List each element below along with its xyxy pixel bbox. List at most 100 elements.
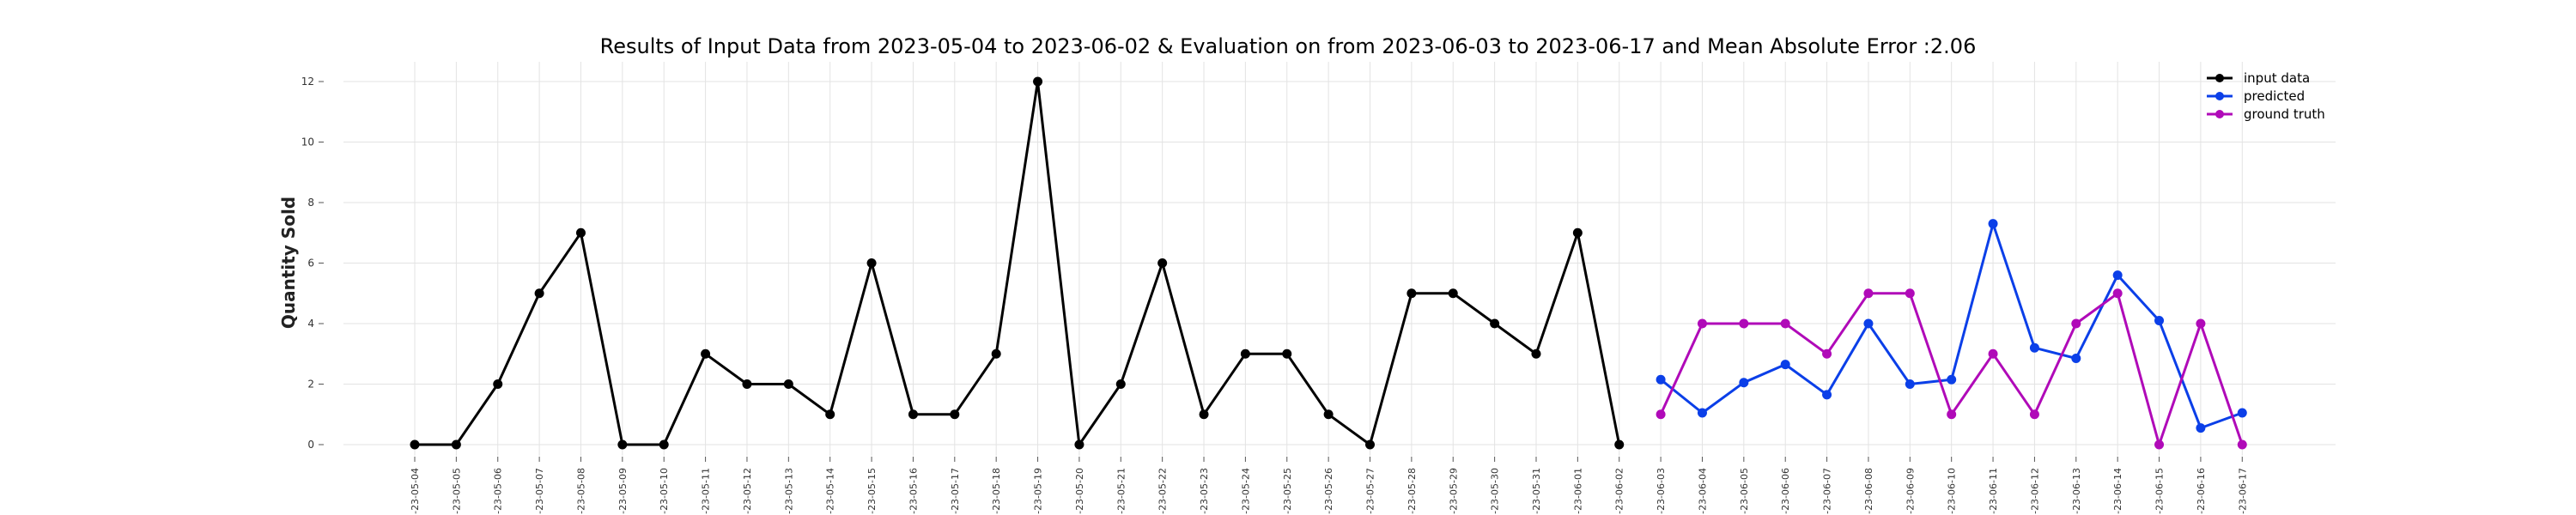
data-point-input-data bbox=[1406, 288, 1417, 299]
data-point-ground-truth bbox=[1780, 318, 1790, 329]
data-point-predicted bbox=[1697, 408, 1707, 418]
x-tick-label: -23-06-14 bbox=[2112, 468, 2123, 514]
data-point-input-data bbox=[1365, 439, 1376, 450]
x-tick-label: -23-05-28 bbox=[1406, 468, 1418, 514]
data-point-input-data bbox=[1323, 409, 1334, 420]
legend: input data predicted ground truth bbox=[2207, 70, 2325, 122]
x-tick-label: -23-06-02 bbox=[1614, 468, 1625, 514]
data-point-predicted bbox=[2237, 408, 2247, 418]
x-tick-label: -23-06-01 bbox=[1572, 468, 1583, 514]
data-point-input-data bbox=[1157, 258, 1168, 268]
y-tick-label: 8 bbox=[307, 197, 314, 209]
data-point-input-data bbox=[701, 348, 711, 359]
data-point-predicted bbox=[1905, 379, 1915, 389]
data-point-input-data bbox=[1074, 439, 1084, 450]
data-point-predicted bbox=[1656, 374, 1666, 385]
legend-marker-ground-truth bbox=[2215, 110, 2224, 118]
data-point-input-data bbox=[825, 409, 835, 420]
x-tick-label: -23-05-25 bbox=[1282, 468, 1293, 514]
data-point-ground-truth bbox=[2196, 318, 2206, 329]
data-point-ground-truth bbox=[1947, 409, 1957, 420]
x-tick-label: -23-05-14 bbox=[825, 468, 836, 514]
data-point-ground-truth bbox=[1822, 348, 1832, 359]
x-tick-label: -23-05-18 bbox=[991, 468, 1002, 514]
x-tick-label: -23-06-12 bbox=[2029, 468, 2040, 514]
legend-label-ground-truth: ground truth bbox=[2244, 106, 2325, 122]
data-point-input-data bbox=[617, 439, 628, 450]
x-tick-label: -23-06-04 bbox=[1697, 468, 1708, 514]
data-point-ground-truth bbox=[1905, 288, 1915, 299]
x-tick-label: -23-06-03 bbox=[1656, 468, 1667, 514]
x-tick-label: -23-06-16 bbox=[2196, 468, 2207, 514]
x-tick-label: -23-05-05 bbox=[451, 468, 462, 514]
x-tick-label: -23-05-16 bbox=[908, 468, 919, 514]
x-axis: -23-05-04 -23-05-05 -23-05-06 -23-05-07 -23-… bbox=[410, 457, 2248, 514]
data-point-predicted bbox=[1988, 219, 1998, 229]
x-tick-label: -23-06-07 bbox=[1822, 468, 1833, 514]
data-point-input-data bbox=[1240, 348, 1250, 359]
y-tick-label: 12 bbox=[301, 76, 314, 88]
data-point-predicted bbox=[1863, 318, 1874, 329]
x-tick-label: -23-05-31 bbox=[1531, 468, 1542, 514]
x-tick-label: -23-05-10 bbox=[659, 468, 670, 514]
data-point-input-data bbox=[575, 227, 586, 238]
data-point-input-data bbox=[659, 439, 669, 450]
data-point-predicted bbox=[1947, 374, 1957, 385]
x-tick-label: -23-05-08 bbox=[575, 468, 586, 514]
y-tick-label: 2 bbox=[307, 379, 314, 391]
grid bbox=[343, 62, 2336, 456]
data-point-ground-truth bbox=[2237, 439, 2247, 450]
y-tick-label: 4 bbox=[307, 318, 314, 330]
data-point-input-data bbox=[742, 379, 752, 389]
data-point-input-data bbox=[1531, 348, 1541, 359]
y-tick-label: 10 bbox=[301, 136, 314, 148]
chart-title: Results of Input Data from 2023-05-04 to… bbox=[600, 34, 1977, 58]
data-point-predicted bbox=[1780, 360, 1790, 370]
data-point-input-data bbox=[1115, 379, 1126, 389]
data-point-input-data bbox=[1199, 409, 1209, 420]
data-point-ground-truth bbox=[1739, 318, 1749, 329]
data-point-ground-truth bbox=[2112, 288, 2123, 299]
x-tick-label: -23-05-23 bbox=[1199, 468, 1210, 514]
data-point-predicted bbox=[2154, 315, 2165, 325]
data-point-input-data bbox=[410, 439, 420, 450]
data-point-input-data bbox=[866, 258, 877, 268]
data-point-ground-truth bbox=[1988, 348, 1998, 359]
data-point-ground-truth bbox=[2029, 409, 2039, 420]
data-point-input-data bbox=[950, 409, 960, 420]
data-point-ground-truth bbox=[2154, 439, 2165, 450]
legend-label-input-data: input data bbox=[2244, 70, 2310, 86]
x-tick-label: -23-06-17 bbox=[2237, 468, 2248, 514]
x-tick-label: -23-06-08 bbox=[1863, 468, 1874, 514]
data-point-input-data bbox=[493, 379, 503, 389]
data-point-input-data bbox=[1490, 318, 1500, 329]
x-tick-label: -23-05-27 bbox=[1365, 468, 1376, 514]
data-point-predicted bbox=[2196, 423, 2206, 433]
data-point-predicted bbox=[2071, 354, 2081, 364]
x-tick-label: -23-06-05 bbox=[1739, 468, 1750, 514]
data-point-ground-truth bbox=[2071, 318, 2081, 329]
x-tick-label: -23-06-15 bbox=[2154, 468, 2166, 514]
x-tick-label: -23-06-13 bbox=[2071, 468, 2082, 514]
x-tick-label: -23-05-15 bbox=[866, 468, 878, 514]
x-tick-label: -23-05-24 bbox=[1240, 468, 1251, 514]
x-tick-label: -23-05-26 bbox=[1323, 468, 1334, 514]
data-point-input-data bbox=[783, 379, 793, 389]
data-point-input-data bbox=[1033, 76, 1043, 87]
data-point-input-data bbox=[534, 288, 544, 299]
legend-marker-input-data bbox=[2215, 74, 2224, 82]
x-tick-label: -23-06-10 bbox=[1947, 468, 1958, 514]
y-axis: 0 2 4 6 8 10 12 bbox=[301, 76, 324, 451]
legend-label-predicted: predicted bbox=[2244, 88, 2305, 104]
data-point-input-data bbox=[1572, 227, 1583, 238]
x-tick-label: -23-05-30 bbox=[1490, 468, 1501, 514]
x-tick-label: -23-06-11 bbox=[1988, 468, 1999, 514]
x-tick-label: -23-05-20 bbox=[1074, 468, 1085, 514]
data-point-predicted bbox=[1739, 378, 1749, 388]
x-tick-label: -23-05-12 bbox=[742, 468, 753, 514]
data-point-ground-truth bbox=[1697, 318, 1707, 329]
data-point-ground-truth bbox=[1863, 288, 1874, 299]
data-point-input-data bbox=[991, 348, 1001, 359]
data-point-input-data bbox=[1614, 439, 1625, 450]
